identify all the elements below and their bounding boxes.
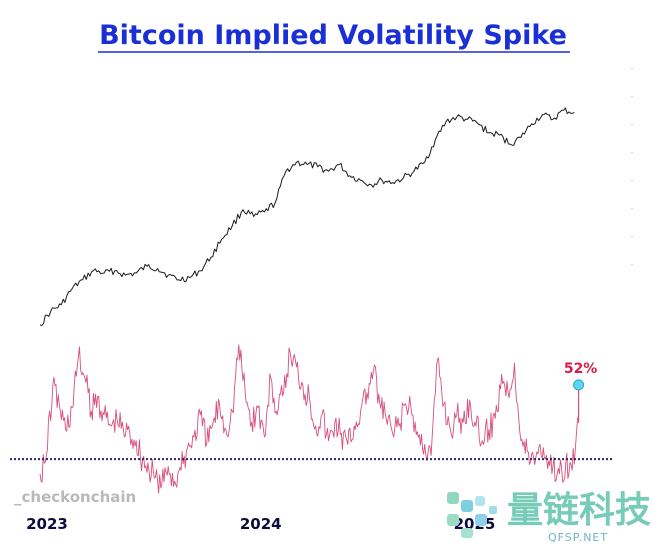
watermark-subtext: QFSP.NET bbox=[548, 531, 608, 544]
x-tick-label: 2024 bbox=[240, 515, 282, 533]
watermark-logo-icon bbox=[447, 492, 497, 538]
chart-title: Bitcoin Implied Volatility Spike bbox=[99, 20, 567, 51]
annotation-group: 52% bbox=[564, 361, 598, 423]
watermark: 量链科技 QFSP.NET bbox=[447, 490, 651, 544]
volatility-line bbox=[39, 344, 580, 494]
x-tick-label: 2023 bbox=[26, 515, 68, 533]
volatility-series bbox=[39, 344, 580, 494]
x-axis-ticks: 2023 2024 2025 bbox=[26, 515, 495, 533]
right-axis-ticks bbox=[631, 68, 633, 265]
watermark-text: 量链科技 bbox=[507, 490, 651, 531]
credit-text: _checkonchain bbox=[14, 488, 136, 506]
annotation-label: 52% bbox=[564, 361, 598, 377]
price-series bbox=[39, 107, 575, 326]
annotation-marker bbox=[573, 379, 585, 391]
price-line bbox=[39, 107, 575, 326]
x-tick-label: 2025 bbox=[454, 515, 496, 533]
